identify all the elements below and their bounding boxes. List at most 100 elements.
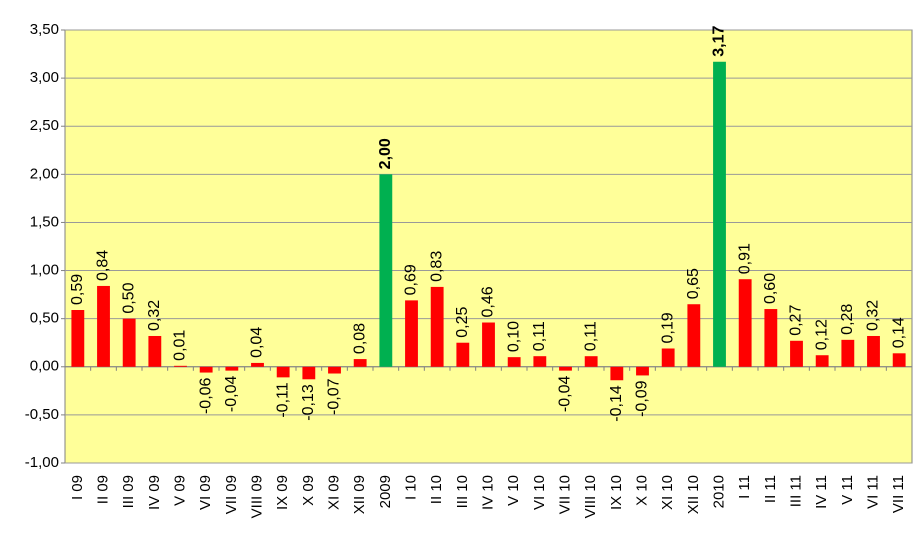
y-tick-label: 3,50 [30,21,59,38]
bar [764,309,778,367]
bar [174,365,187,367]
bar [405,300,418,367]
x-tick-label: IV 11 [813,475,830,509]
data-label: 0,32 [865,300,882,331]
y-tick-label: -1,00 [25,454,59,471]
data-label: 0,19 [659,312,676,343]
data-label: -0,07 [326,378,343,415]
data-label: 0,08 [351,323,368,354]
bar [97,285,110,367]
x-tick-label: IX 10 [608,475,625,510]
bar [841,339,855,367]
bar [738,279,752,367]
data-label: -0,14 [608,385,625,422]
x-tick-label: VI 10 [531,475,548,510]
bar [251,362,264,367]
bar [328,366,341,374]
x-tick-label: II 11 [762,475,779,503]
data-label: -0,04 [557,376,574,413]
y-tick-label: 3,00 [30,69,59,86]
x-tick-label: II 10 [428,475,445,504]
data-label: 0,01 [172,330,189,361]
bar [379,174,393,367]
y-tick-label: 0,50 [30,310,59,327]
data-label: 0,32 [146,300,163,331]
y-tick-label: 1,00 [30,262,59,279]
x-tick-label: 2010 [710,475,727,508]
x-tick-label: I 09 [69,475,86,500]
x-tick-label: VI 11 [864,475,881,509]
bar [148,335,162,367]
plot-area [64,29,913,464]
x-tick-label: X 10 [633,475,650,506]
x-tick-label: VIII 10 [582,475,599,518]
data-label: 0,28 [839,304,856,335]
bar [892,353,906,367]
x-tick-label: IV 09 [146,475,163,510]
x-tick-label: III 11 [787,475,804,507]
bar [533,356,547,367]
x-tick-label: V 10 [505,475,522,506]
y-tick-label: 1,50 [30,213,59,230]
bar [456,342,470,367]
bar [122,318,136,367]
bar [661,348,675,367]
x-tick-label: VII 09 [223,475,240,514]
bar [482,322,495,367]
x-tick-label: III 09 [120,475,137,508]
x-tick-label: 2009 [377,475,394,508]
data-label: 0,60 [762,273,779,304]
y-tick-label: 2,00 [30,165,59,182]
x-tick-label: X 09 [300,475,317,506]
x-tick-label: V 09 [171,475,188,506]
x-tick-label: IX 09 [274,475,291,510]
data-label: 0,69 [403,264,420,295]
x-tick-label: VIII 09 [248,475,265,518]
x-tick-label: II 09 [94,475,111,504]
bar [199,366,213,373]
y-tick-label: -0,50 [25,406,59,423]
bar [867,335,880,367]
y-tick-label: 2,50 [30,117,59,134]
x-tick-label: XI 09 [325,475,342,510]
data-label: 0,50 [120,282,137,313]
bar [353,359,367,367]
data-label: 0,59 [69,274,86,305]
bar [71,310,85,367]
data-label: 0,10 [505,321,522,352]
bar [790,340,803,367]
data-label: 0,14 [890,317,907,348]
data-label: 0,27 [788,305,805,336]
data-label: 0,84 [95,250,112,281]
y-tick-label: 0,00 [30,358,59,375]
bar [610,366,624,381]
bar [430,286,444,367]
data-label: 0,91 [736,243,753,274]
data-label: -0,11 [274,382,291,417]
data-label: 0,46 [480,286,497,317]
bar [225,366,239,371]
x-tick-label: XI 10 [659,475,676,510]
bar [713,61,726,367]
bar [687,304,701,367]
data-label: 0,12 [813,319,830,350]
x-tick-label: XII 10 [685,475,702,514]
data-label: 0,65 [685,268,702,299]
data-label: -0,09 [634,380,651,417]
bar [815,355,829,367]
x-tick-label: I 10 [402,475,419,500]
x-tick-label: XII 09 [351,475,368,514]
bar [302,366,316,380]
x-tick-label: VII 10 [556,475,573,514]
data-label: -0,06 [197,377,214,414]
data-label: -0,13 [300,384,317,421]
x-tick-label: I 11 [736,475,753,499]
x-tick-label: III 10 [454,475,471,508]
data-label: 3,17 [711,26,728,57]
data-label: 0,04 [249,327,266,358]
bar [276,366,290,378]
data-label: 0,11 [582,321,599,351]
x-tick-label: VII 11 [890,475,907,513]
data-label: 2,00 [377,138,394,169]
